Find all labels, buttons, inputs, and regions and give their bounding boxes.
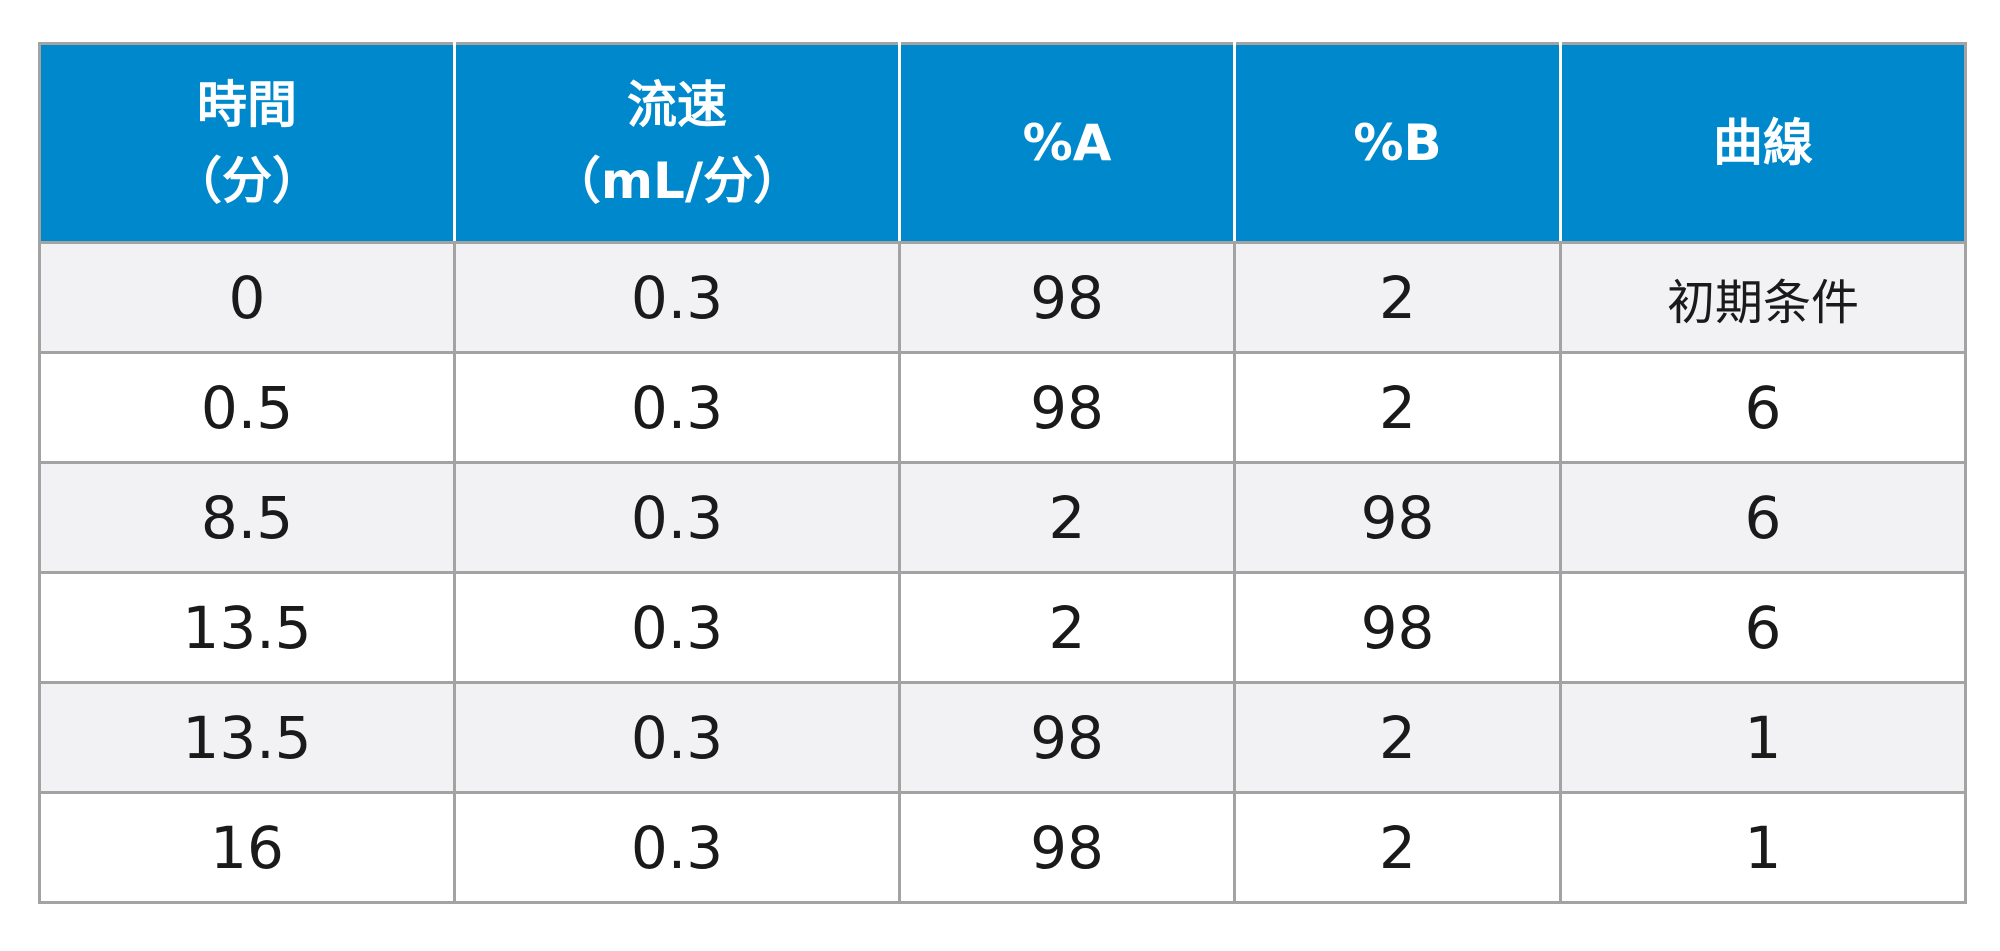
header-row: 時間 （分） 流速 （mL/分） %A %B 曲線: [38, 42, 1967, 244]
cell-percent-b: 98: [1233, 461, 1562, 574]
table-row: 8.5 0.3 2 98 6: [38, 461, 1967, 574]
cell-percent-b: 98: [1233, 571, 1562, 684]
cell-curve: 6: [1559, 461, 1967, 574]
header-percent-a: %A: [898, 42, 1236, 244]
cell-percent-b: 2: [1233, 241, 1562, 354]
cell-percent-a: 98: [898, 241, 1236, 354]
cell-percent-a: 2: [898, 571, 1236, 684]
cell-percent-a: 98: [898, 681, 1236, 794]
cell-flow: 0.3: [453, 461, 901, 574]
cell-flow: 0.3: [453, 571, 901, 684]
table-row: 13.5 0.3 2 98 6: [38, 571, 1967, 684]
header-time: 時間 （分）: [38, 42, 456, 244]
cell-flow: 0.3: [453, 351, 901, 464]
table-row: 0.5 0.3 98 2 6: [38, 351, 1967, 464]
cell-percent-a: 98: [898, 791, 1236, 904]
gradient-table: 時間 （分） 流速 （mL/分） %A %B 曲線 0: [38, 42, 1967, 904]
header-percent-b: %B: [1233, 42, 1562, 244]
header-curve-label: 曲線: [1713, 114, 1813, 172]
table-header: 時間 （分） 流速 （mL/分） %A %B 曲線: [38, 42, 1967, 244]
cell-flow: 0.3: [453, 241, 901, 354]
cell-time: 0: [38, 241, 456, 354]
gradient-table-container: 時間 （分） 流速 （mL/分） %A %B 曲線 0: [38, 42, 1967, 904]
header-percent-a-label: %A: [1022, 114, 1112, 172]
cell-percent-a: 2: [898, 461, 1236, 574]
header-time-unit: （分）: [172, 152, 322, 210]
table-row: 0 0.3 98 2 初期条件: [38, 241, 1967, 354]
cell-percent-b: 2: [1233, 351, 1562, 464]
table-body: 0 0.3 98 2 初期条件 0.5 0.3 98 2 6 8.5 0.3 2…: [38, 241, 1967, 904]
header-curve: 曲線: [1559, 42, 1967, 244]
header-percent-b-label: %B: [1353, 114, 1442, 172]
table-row: 13.5 0.3 98 2 1: [38, 681, 1967, 794]
cell-curve: 6: [1559, 571, 1967, 684]
cell-time: 16: [38, 791, 456, 904]
cell-time: 8.5: [38, 461, 456, 574]
cell-curve: 6: [1559, 351, 1967, 464]
cell-time: 0.5: [38, 351, 456, 464]
cell-curve: 1: [1559, 791, 1967, 904]
header-flow-label: 流速: [627, 76, 727, 134]
cell-percent-a: 98: [898, 351, 1236, 464]
cell-flow: 0.3: [453, 791, 901, 904]
cell-flow: 0.3: [453, 681, 901, 794]
header-flow: 流速 （mL/分）: [453, 42, 901, 244]
cell-time: 13.5: [38, 571, 456, 684]
header-time-label: 時間: [197, 76, 297, 134]
table-row: 16 0.3 98 2 1: [38, 791, 1967, 904]
cell-percent-b: 2: [1233, 681, 1562, 794]
cell-percent-b: 2: [1233, 791, 1562, 904]
cell-curve: 1: [1559, 681, 1967, 794]
header-flow-unit: （mL/分）: [550, 152, 804, 210]
cell-curve: 初期条件: [1559, 241, 1967, 354]
cell-time: 13.5: [38, 681, 456, 794]
